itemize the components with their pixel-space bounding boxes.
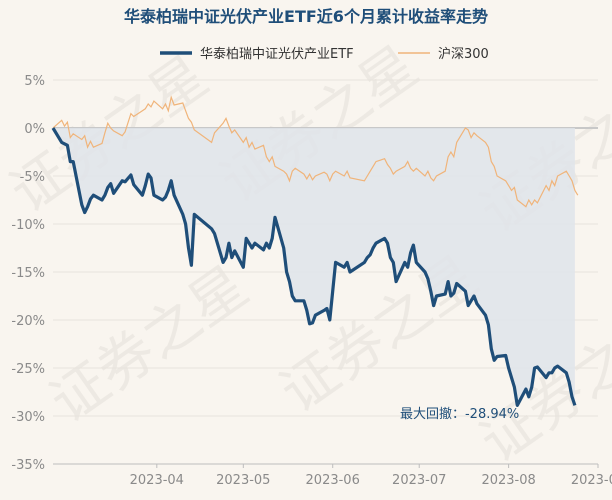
y-tick-label: -15% (11, 266, 45, 281)
y-tick-label: -30% (11, 410, 45, 425)
y-tick-label: 5% (24, 74, 45, 89)
x-tick-label: 2023-07 (392, 473, 446, 488)
legend-label-hs300: 沪深300 (438, 46, 489, 62)
y-tick-label: 0% (24, 122, 45, 137)
x-tick-label: 2023-09 (571, 473, 612, 488)
x-tick-label: 2023-06 (306, 473, 360, 488)
annotation-layer: 最大回撤：-28.94% (400, 406, 519, 422)
legend: 华泰柏瑞中证光伏产业ETF 沪深300 (160, 46, 489, 62)
y-tick-label: -10% (11, 218, 45, 233)
y-tick-label: -25% (11, 362, 45, 377)
series-line-fund (51, 127, 577, 407)
max-drawdown-label: 最大回撤：-28.94% (400, 406, 519, 422)
y-tick-label: -20% (11, 314, 45, 329)
y-tick-label: -5% (20, 170, 45, 185)
y-axis: 5% 0% -5% -10% -15% -20% -25% -30% -35% (11, 74, 45, 473)
watermark-text: 证券之星 (39, 254, 260, 436)
x-tick-label: 2023-08 (481, 473, 535, 488)
plot-area (51, 95, 579, 407)
y-tick-label: -35% (11, 458, 45, 473)
legend-label-fund: 华泰柏瑞中证光伏产业ETF (200, 47, 354, 62)
x-axis: 2023-04 2023-05 2023-06 2023-07 2023-08 2023-… (53, 463, 612, 488)
fund-area (53, 128, 575, 406)
series-line-hs300 (52, 95, 579, 208)
chart-title: 华泰柏瑞中证光伏产业ETF近6个月累计收益率走势 (124, 7, 488, 26)
x-tick-label: 2023-05 (216, 473, 270, 488)
x-tick-label: 2023-04 (130, 473, 184, 488)
